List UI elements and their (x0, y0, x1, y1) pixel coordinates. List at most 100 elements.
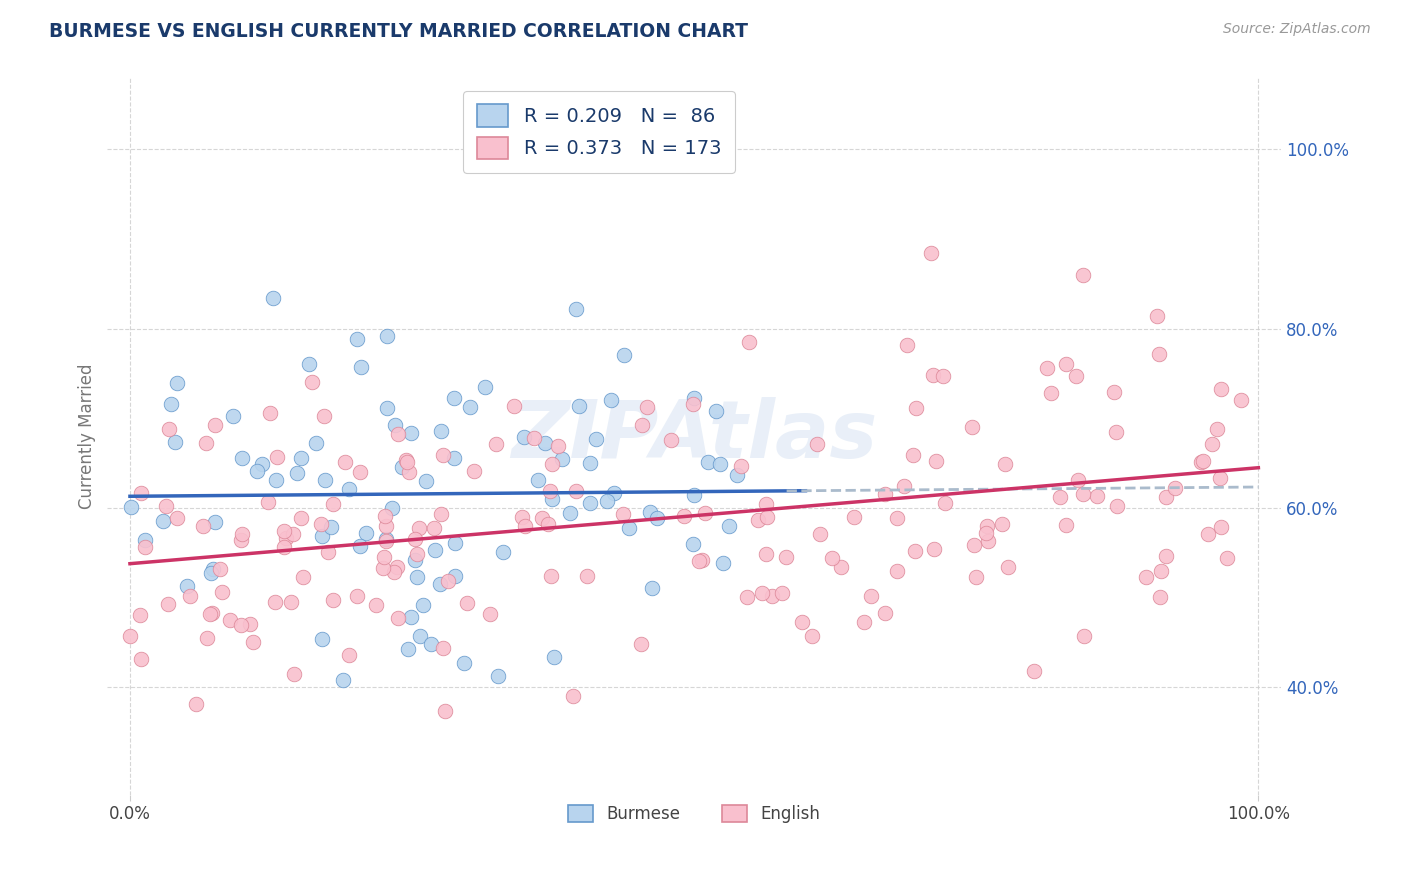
Point (543, 649, 565, 664)
Point (706, 404, 728, 418)
Point (1073, 629, 1095, 643)
Point (672, 508, 695, 523)
Point (527, 473, 550, 487)
Point (568, 399, 591, 413)
Point (932, 369, 955, 384)
Point (922, 542, 945, 557)
Point (1107, 499, 1129, 513)
Point (886, 511, 908, 525)
Point (1189, 455, 1212, 469)
Point (1156, 549, 1178, 563)
Point (204, 515, 226, 529)
Point (737, 334, 759, 349)
Point (346, 589, 368, 603)
Point (1209, 471, 1232, 485)
Point (311, 632, 333, 646)
Point (474, 380, 496, 394)
Point (415, 475, 437, 489)
Point (630, 418, 652, 433)
Point (492, 544, 515, 558)
Point (301, 376, 323, 390)
Point (283, 666, 305, 681)
Point (273, 524, 295, 539)
Point (337, 482, 360, 496)
Point (312, 409, 335, 424)
Point (384, 417, 406, 432)
Point (166, 376, 188, 390)
Point (134, 533, 156, 547)
Point (547, 439, 569, 453)
Point (374, 519, 396, 533)
Text: ZIPAtlas: ZIPAtlas (510, 397, 877, 475)
Point (406, 548, 429, 562)
Point (396, 455, 419, 469)
Point (1209, 520, 1232, 534)
Point (444, 536, 467, 550)
Point (434, 704, 457, 718)
Point (387, 611, 409, 625)
Point (661, 433, 683, 447)
Point (346, 333, 368, 347)
Point (201, 606, 224, 620)
Point (1066, 473, 1088, 487)
Point (747, 513, 769, 527)
Point (977, 533, 1000, 548)
Point (696, 455, 718, 469)
Point (432, 448, 454, 462)
Y-axis label: Currently Married: Currently Married (79, 364, 96, 509)
Point (120, 500, 142, 514)
Point (645, 511, 668, 525)
Point (349, 539, 371, 553)
Point (443, 391, 465, 405)
Point (283, 527, 305, 541)
Point (395, 452, 418, 467)
Point (377, 329, 399, 343)
Point (830, 560, 852, 574)
Point (1071, 268, 1094, 282)
Point (561, 689, 583, 703)
Point (579, 495, 602, 509)
Point (453, 656, 475, 670)
Point (540, 492, 562, 507)
Point (322, 593, 344, 607)
Point (925, 454, 948, 468)
Point (420, 637, 443, 651)
Point (922, 368, 945, 382)
Point (1022, 664, 1045, 678)
Point (534, 436, 557, 450)
Point (1149, 590, 1171, 604)
Point (404, 553, 426, 567)
Point (399, 426, 422, 441)
Point (551, 451, 574, 466)
Point (262, 291, 284, 305)
Point (396, 641, 419, 656)
Point (1071, 487, 1094, 501)
Point (316, 545, 339, 559)
Point (530, 511, 553, 525)
Legend: Burmese, English: Burmese, English (561, 798, 827, 830)
Point (1197, 526, 1219, 541)
Point (298, 357, 321, 371)
Point (641, 581, 664, 595)
Point (423, 543, 446, 558)
Point (755, 547, 778, 561)
Point (129, 486, 152, 500)
Point (905, 401, 928, 416)
Point (430, 425, 453, 439)
Point (806, 437, 828, 451)
Point (751, 586, 773, 600)
Point (231, 533, 253, 548)
Point (409, 629, 432, 643)
Point (314, 474, 336, 488)
Point (382, 565, 405, 579)
Point (690, 553, 713, 567)
Point (1154, 490, 1177, 504)
Point (231, 451, 253, 466)
Point (603, 486, 626, 500)
Point (994, 457, 1017, 471)
Point (636, 400, 658, 414)
Point (974, 525, 997, 540)
Point (335, 455, 357, 469)
Point (273, 541, 295, 555)
Point (479, 607, 502, 621)
